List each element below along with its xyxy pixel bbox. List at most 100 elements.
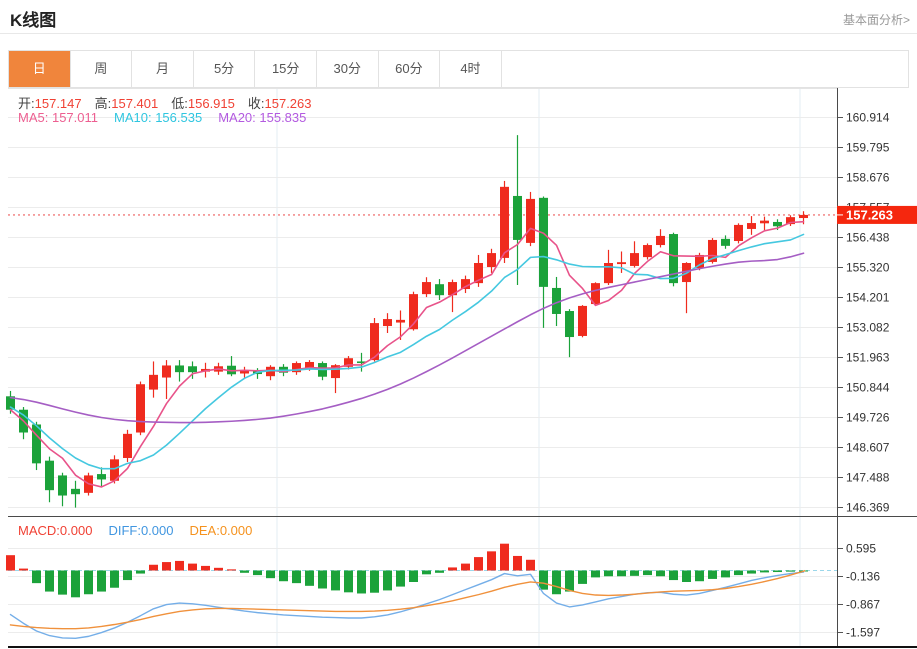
macd-bar-negative <box>331 570 340 591</box>
candle-up <box>409 294 418 330</box>
price-tick-label: 160.914 <box>846 111 890 125</box>
candle-up <box>149 374 158 390</box>
candle-up <box>136 384 145 433</box>
tab-5min[interactable]: 5分 <box>193 51 256 87</box>
macd-bar-negative <box>578 570 587 584</box>
macd-bar-positive <box>461 563 470 571</box>
macd-bar-positive <box>474 557 483 571</box>
macd-bar-positive <box>6 555 15 571</box>
macd-bar-positive <box>526 559 535 571</box>
price-tick-label: 155.320 <box>846 261 890 275</box>
tab-week[interactable]: 周 <box>70 51 133 87</box>
candle-up <box>487 253 496 268</box>
candle-down <box>513 195 522 240</box>
macd-bar-negative <box>318 570 327 589</box>
candle-up <box>422 282 431 295</box>
candle-up <box>370 323 379 361</box>
ma20-legend: MA20: 155.835 <box>218 110 307 125</box>
macd-bar-negative <box>656 570 665 577</box>
macd-bar-negative <box>71 570 80 598</box>
diff-line <box>9 571 805 639</box>
macd-bar-positive <box>487 551 496 571</box>
candle-up <box>266 366 275 377</box>
macd-bar-negative <box>630 570 639 576</box>
macd-tick-label: -0.867 <box>846 598 880 612</box>
candle-down <box>6 396 15 410</box>
tab-day[interactable]: 日 <box>9 51 71 87</box>
candle-down <box>435 284 444 296</box>
tab-4hour[interactable]: 4时 <box>440 51 502 87</box>
dea-line <box>9 570 805 630</box>
macd-bar-negative <box>552 570 561 595</box>
macd-bar-negative <box>305 570 314 586</box>
high-label: 高: <box>94 96 112 111</box>
diff-value-legend: DIFF:0.000 <box>108 523 174 538</box>
ma5-legend: MA5: 157.011 <box>18 110 98 125</box>
candle-up <box>617 262 626 265</box>
candle-up <box>604 263 613 284</box>
candle-up <box>162 365 171 378</box>
close-value: 157.263 <box>264 96 312 111</box>
tab-30min[interactable]: 30分 <box>316 51 379 87</box>
macd-histogram-layer <box>6 543 808 598</box>
dea-value-legend: DEA:0.000 <box>189 523 253 538</box>
macd-bar-positive <box>448 567 457 571</box>
macd-bar-negative <box>435 570 444 573</box>
candle-up <box>656 235 665 246</box>
close-label: 收: <box>247 96 265 111</box>
page-title: K线图 <box>10 11 57 30</box>
macd-legend: MACD:0.000 DIFF:0.000 DEA:0.000 <box>18 523 268 538</box>
low-value: 156.915 <box>187 96 235 111</box>
macd-value-legend: MACD:0.000 <box>18 523 93 538</box>
header-divider <box>0 33 917 34</box>
candle-up <box>448 282 457 296</box>
open-label: 开: <box>18 96 35 111</box>
macd-bar-positive <box>188 563 197 571</box>
candle-up <box>461 279 470 290</box>
macd-bar-negative <box>565 570 574 592</box>
macd-bar-negative <box>721 570 730 578</box>
candle-down <box>552 287 561 314</box>
macd-bar-negative <box>539 570 548 590</box>
tab-15min[interactable]: 15分 <box>255 51 317 87</box>
macd-bar-negative <box>136 570 145 574</box>
macd-tick-label: -1.597 <box>846 626 880 640</box>
macd-tick-label: -0.136 <box>846 570 880 584</box>
price-tick-label: 159.795 <box>846 141 890 155</box>
macd-bar-negative <box>32 570 41 584</box>
interval-tab-bar: 日 周 月 5分 15分 30分 60分 4时 <box>8 50 909 88</box>
macd-bar-negative <box>84 570 93 595</box>
price-tick-label: 153.082 <box>846 321 890 335</box>
price-tick-label: 158.676 <box>846 171 890 185</box>
macd-bar-negative <box>253 570 262 576</box>
macd-bar-negative <box>786 570 795 572</box>
candle-up <box>695 254 704 269</box>
candle-up <box>786 217 795 225</box>
macd-bar-negative <box>344 570 353 593</box>
macd-bar-positive <box>19 568 28 571</box>
macd-bar-negative <box>409 570 418 582</box>
candle-up <box>110 459 119 481</box>
macd-bar-negative <box>97 570 106 592</box>
candle-up <box>708 239 717 262</box>
macd-bar-negative <box>279 570 288 582</box>
open-value: 157.147 <box>34 96 82 111</box>
tab-bar-filler <box>501 51 908 87</box>
tab-month[interactable]: 月 <box>132 51 194 87</box>
macd-bar-positive <box>175 560 184 571</box>
tab-60min[interactable]: 60分 <box>378 51 441 87</box>
macd-bar-negative <box>422 570 431 575</box>
ma-legend: MA5: 157.011 MA10: 156.535 MA20: 155.835 <box>18 110 322 125</box>
candle-up <box>591 283 600 305</box>
candle-down <box>357 361 366 364</box>
macd-bar-negative <box>695 570 704 582</box>
macd-bar-negative <box>747 570 756 574</box>
price-tick-label: 154.201 <box>846 291 890 305</box>
fundamental-analysis-link[interactable]: 基本面分析> <box>842 13 910 27</box>
candle-down <box>565 311 574 338</box>
candle-down <box>669 234 678 284</box>
high-value: 157.401 <box>111 96 159 111</box>
candle-up <box>643 245 652 258</box>
